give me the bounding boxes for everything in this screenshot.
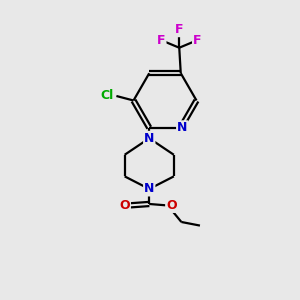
Text: F: F xyxy=(175,23,184,36)
Text: O: O xyxy=(166,199,177,212)
Text: N: N xyxy=(144,132,154,145)
Text: N: N xyxy=(177,121,188,134)
Text: N: N xyxy=(144,182,154,196)
Text: O: O xyxy=(119,199,130,212)
Text: F: F xyxy=(157,34,166,47)
Text: Cl: Cl xyxy=(101,89,114,103)
Text: F: F xyxy=(193,34,202,47)
